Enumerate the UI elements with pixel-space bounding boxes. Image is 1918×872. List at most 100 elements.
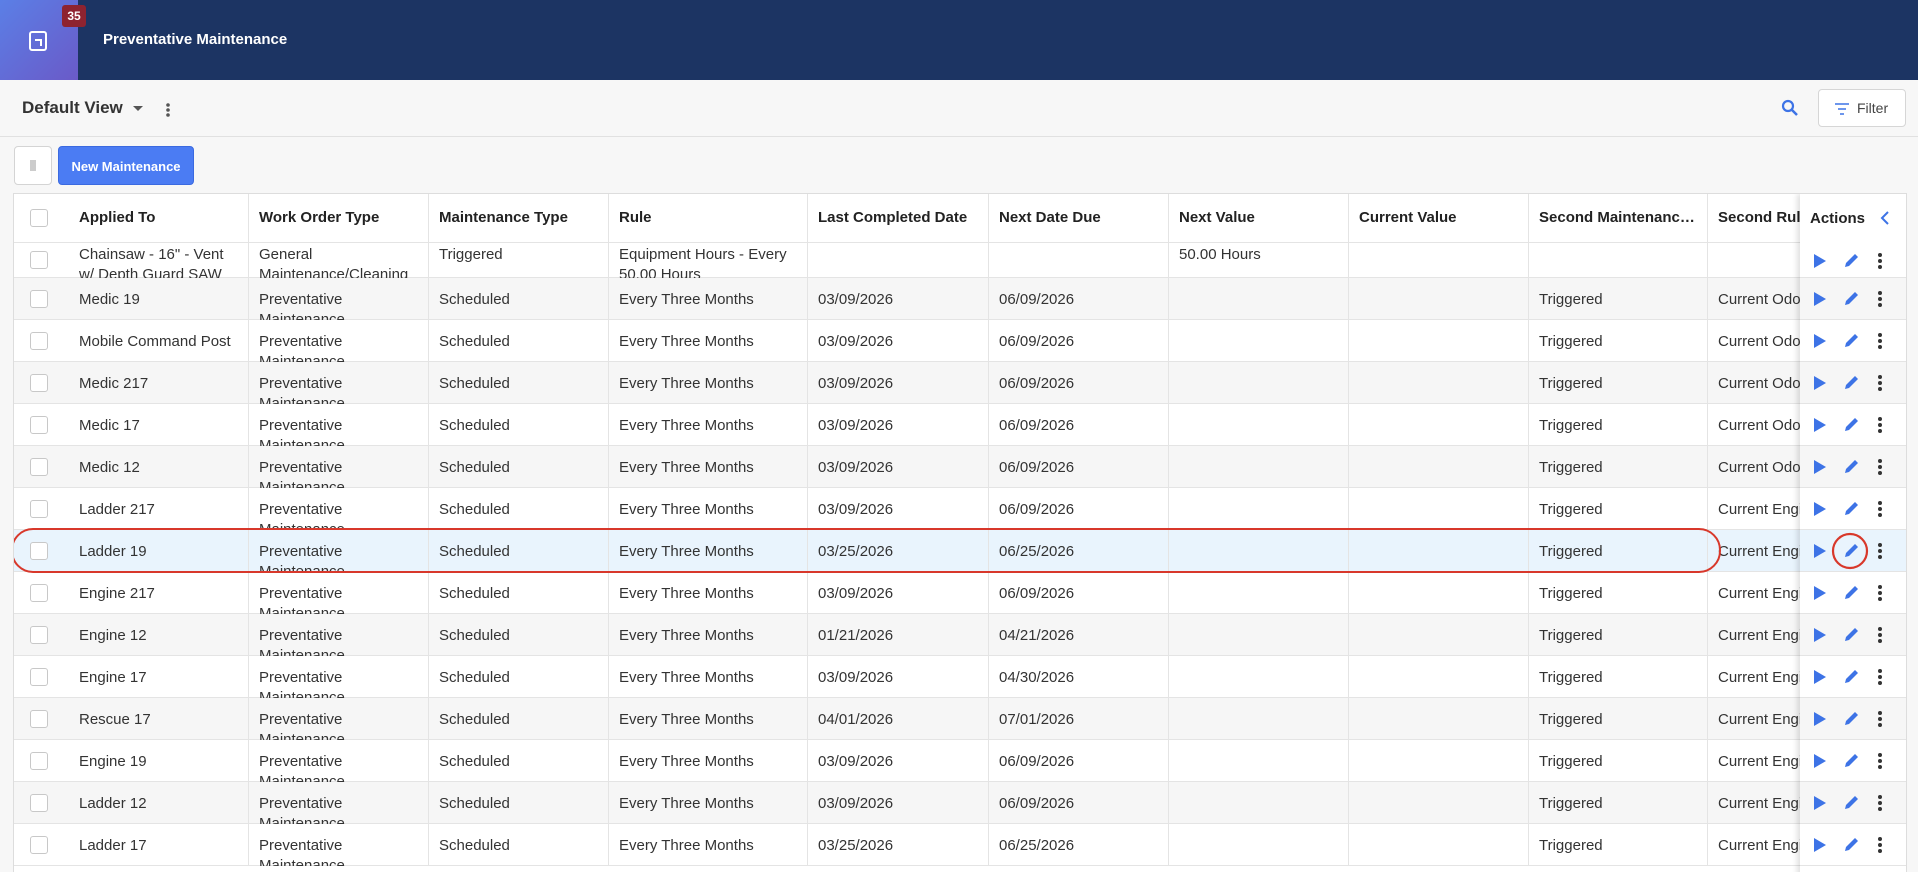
column-header[interactable]: Work Order Type — [249, 194, 429, 243]
row-actions[interactable] — [1800, 532, 1900, 570]
table-cell: Preventative Maintenance — [249, 572, 429, 614]
table-cell: 03/09/2026 — [808, 572, 989, 614]
cell-text: Triggered — [1539, 501, 1603, 518]
table-cell — [1349, 320, 1529, 362]
cell-text: 03/09/2026 — [818, 375, 894, 392]
row-actions[interactable] — [1800, 793, 1900, 813]
table-cell: 07/01/2026 — [989, 698, 1169, 740]
row-actions[interactable] — [1800, 251, 1900, 271]
new-maintenance-button[interactable]: New Maintenance — [58, 146, 194, 185]
table-cell — [1349, 740, 1529, 782]
column-header[interactable]: Rule — [609, 194, 808, 243]
column-header[interactable]: Maintenance Type — [429, 194, 609, 243]
table-row[interactable]: Engine 12 Preventative Maintenance Schedul… — [14, 614, 1906, 656]
cell-text: Triggered — [1539, 375, 1603, 392]
checkbox[interactable] — [30, 542, 48, 560]
table-row[interactable]: Medic 17 Preventative Maintenance Schedule… — [14, 404, 1906, 446]
column-header[interactable]: Next Date Due — [989, 194, 1169, 243]
table-cell — [1349, 446, 1529, 488]
column-header[interactable]: Last Completed Date — [808, 194, 989, 243]
search-icon[interactable] — [1781, 99, 1799, 117]
table-row[interactable]: Chainsaw - 16" - Vent w/ Depth Guard SAW… — [14, 243, 1906, 278]
checkbox[interactable] — [30, 374, 48, 392]
column-header[interactable]: Next Value — [1169, 194, 1349, 243]
column-header[interactable]: Applied To — [69, 194, 249, 243]
table-cell: 03/09/2026 — [808, 656, 989, 698]
table-cell: Triggered — [1529, 488, 1708, 530]
cell-text: Triggered — [439, 246, 503, 263]
checkbox[interactable] — [30, 752, 48, 770]
checkbox[interactable] — [30, 209, 48, 227]
filter-icon — [1835, 103, 1849, 115]
row-actions[interactable] — [1800, 667, 1900, 687]
table-row[interactable]: Ladder 12 Preventative Maintenance Schedul… — [14, 782, 1906, 824]
cell-text: Triggered — [1539, 333, 1603, 350]
table-row[interactable]: Ladder 19 Preventative Maintenance Schedul… — [14, 530, 1906, 572]
table-row[interactable]: Ladder 217 Preventative Maintenance Schedu… — [14, 488, 1906, 530]
cell-text: Scheduled — [439, 459, 510, 476]
checkbox[interactable] — [30, 416, 48, 434]
table-row[interactable]: Engine 19 Preventative Maintenance Schedul… — [14, 740, 1906, 782]
table-cell — [1169, 488, 1349, 530]
view-icons[interactable] — [133, 102, 173, 118]
table-cell — [1169, 530, 1349, 572]
table-row[interactable]: Engine 217 Preventative Maintenance Schedu… — [14, 572, 1906, 614]
cell-text: 03/09/2026 — [818, 501, 894, 518]
row-actions[interactable] — [1800, 415, 1900, 435]
checkbox[interactable] — [30, 794, 48, 812]
cell-text: Every Three Months — [619, 543, 754, 560]
column-header[interactable]: Current Value — [1349, 194, 1529, 243]
table-cell: Rescue 17 — [69, 698, 249, 740]
checkbox[interactable] — [30, 836, 48, 854]
table-cell — [1349, 243, 1529, 278]
checkbox[interactable] — [30, 584, 48, 602]
table-row[interactable]: Medic 217 Preventative Maintenance Schedul… — [14, 362, 1906, 404]
table-cell — [1349, 278, 1529, 320]
row-actions[interactable] — [1800, 331, 1900, 351]
cell-text: Every Three Months — [619, 753, 754, 770]
row-actions[interactable] — [1800, 499, 1900, 519]
collapse-icon[interactable] — [1880, 208, 1907, 228]
checkbox[interactable] — [30, 290, 48, 308]
view-selector[interactable]: Default View — [22, 98, 123, 118]
checkbox[interactable] — [30, 626, 48, 644]
table-row[interactable]: Medic 19 Preventative Maintenance Schedule… — [14, 278, 1906, 320]
table-row[interactable]: Medic 12 Preventative Maintenance Schedule… — [14, 446, 1906, 488]
cell-text: Every Three Months — [619, 291, 754, 308]
row-actions[interactable] — [1800, 625, 1900, 645]
top-bar — [0, 0, 1918, 80]
table-row[interactable]: Mobile Command Post Preventative Maintena… — [14, 320, 1906, 362]
cell-text: Triggered — [1539, 837, 1603, 854]
table-cell: Every Three Months — [609, 572, 808, 614]
row-actions[interactable] — [1800, 751, 1900, 771]
cell-text: Scheduled — [439, 711, 510, 728]
row-actions[interactable] — [1800, 457, 1900, 477]
checkbox[interactable] — [30, 458, 48, 476]
column-header[interactable]: Second Maintenance Type — [1529, 194, 1708, 243]
bulk-button[interactable] — [14, 146, 52, 185]
table-cell: 06/09/2026 — [989, 404, 1169, 446]
row-actions[interactable] — [1800, 583, 1900, 603]
table-row[interactable]: Rescue 17 Preventative Maintenance Schedul… — [14, 698, 1906, 740]
checkbox[interactable] — [30, 500, 48, 518]
checkbox[interactable] — [30, 710, 48, 728]
cell-text: Scheduled — [439, 417, 510, 434]
table-cell: Triggered — [1529, 530, 1708, 572]
row-actions[interactable] — [1800, 373, 1900, 393]
table-row[interactable]: Ladder 17 Preventative Maintenance Schedul… — [14, 824, 1906, 866]
checkbox[interactable] — [30, 332, 48, 350]
row-actions[interactable] — [1800, 289, 1900, 309]
cell-text: Every Three Months — [619, 795, 754, 812]
table-cell — [1349, 488, 1529, 530]
cell-text: 04/01/2026 — [818, 711, 894, 728]
filter-button[interactable]: Filter — [1818, 89, 1906, 127]
cell-text: Preventative Maintenance — [259, 585, 345, 614]
row-actions[interactable] — [1800, 709, 1900, 729]
table-cell: Preventative Maintenance — [249, 824, 429, 866]
table-row[interactable]: Engine 17 Preventative Maintenance Schedul… — [14, 656, 1906, 698]
table-cell: Every Three Months — [609, 614, 808, 656]
checkbox[interactable] — [30, 251, 48, 269]
cell-text: Medic 217 — [79, 375, 149, 392]
row-actions[interactable] — [1800, 835, 1900, 855]
checkbox[interactable] — [30, 668, 48, 686]
